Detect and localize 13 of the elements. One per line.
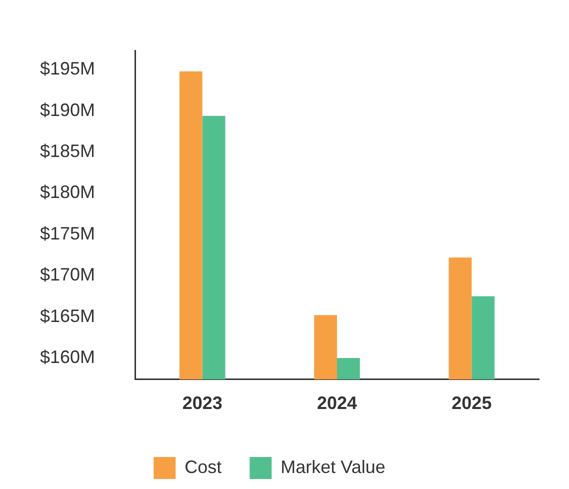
y-tick-label: $170M <box>40 264 96 285</box>
y-tick-label: $165M <box>40 306 96 326</box>
x-tick-label: 2024 <box>316 393 358 414</box>
y-tick-label: $195M <box>40 58 96 79</box>
legend-label: Market Value <box>280 456 386 477</box>
x-tick-label: 2025 <box>452 393 492 414</box>
y-tick-label: $160M <box>40 346 96 367</box>
y-tick-label: $185M <box>40 141 96 162</box>
x-tick-label: 2023 <box>182 393 222 414</box>
y-tick-label: $190M <box>40 100 96 120</box>
legend-label: Cost <box>184 456 222 477</box>
y-tick-label: $180M <box>40 182 96 202</box>
y-tick-label: $175M <box>40 223 96 244</box>
